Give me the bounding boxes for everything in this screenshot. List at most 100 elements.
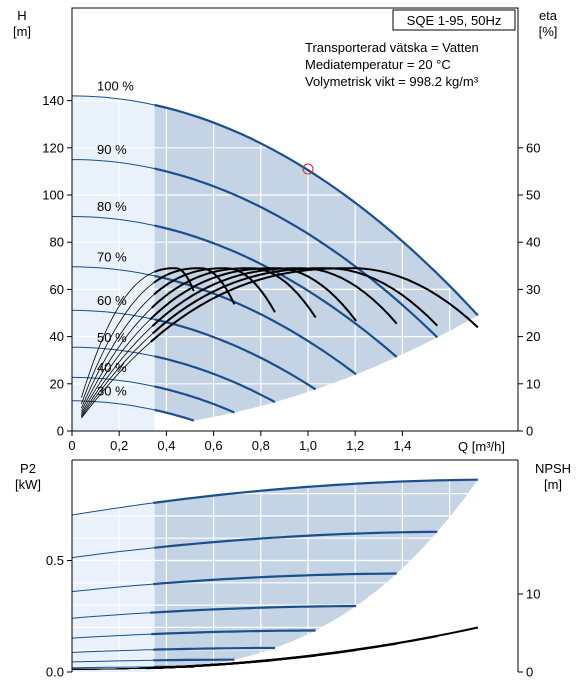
head-curve-60	[154, 318, 317, 391]
power-plot-ticks: 0.0 0.5 0 10	[46, 553, 541, 680]
power-curve-50	[153, 646, 275, 651]
head-plot-grid	[72, 8, 518, 431]
y2-tick-label: 40	[526, 235, 540, 250]
speed-label: 70 %	[97, 249, 127, 264]
x-tick-label: 0,8	[252, 438, 270, 453]
efficiency-curve-40	[153, 267, 236, 305]
power-curve-thin	[72, 583, 154, 593]
speed-labels: 100 % 90 % 80 % 70 % 60 % 50 % 40 % 30 %	[97, 79, 134, 399]
power-plot-grid	[72, 460, 518, 672]
y-tick-label: 100	[42, 188, 64, 203]
head-curve-100	[154, 103, 479, 317]
power-curve-100	[153, 478, 478, 504]
npsh-y-tick-label: 0	[526, 665, 533, 680]
y2-tick-label: 60	[526, 140, 540, 155]
info-line-density: Volymetrisk vikt = 998.2 kg/m³	[305, 74, 479, 89]
y2-tick-label: 20	[526, 329, 540, 344]
y-tick-label: 120	[42, 140, 64, 155]
duty-point-marker	[302, 163, 314, 175]
head-curve-thin	[72, 400, 155, 411]
head-curve-thin	[72, 309, 155, 320]
operating-region	[72, 95, 478, 431]
efficiency-curve-90	[151, 267, 439, 335]
efficiency-curve-thin	[81, 294, 155, 409]
x-tick-label: 0,6	[205, 438, 223, 453]
low-flow-region	[72, 95, 155, 431]
power-curve-80	[153, 572, 397, 586]
x-tick-label: 0,2	[110, 438, 128, 453]
eta-axis-label-unit: [%]	[539, 24, 558, 39]
speed-label: 90 %	[97, 142, 127, 157]
power-curve-60	[151, 629, 316, 636]
speed-label: 60 %	[97, 293, 127, 308]
power-plot: 0.0 0.5 0 10 P2 [kW] NPSH [m]	[15, 459, 571, 680]
power-curve-40	[153, 658, 235, 662]
y-tick-label: 40	[50, 329, 64, 344]
y-tick-label: 0	[57, 424, 64, 439]
head-curve-thin	[72, 266, 155, 277]
x-tick-label: 0	[68, 438, 75, 453]
speed-label: 40 %	[97, 360, 127, 375]
power-curve-thin	[72, 502, 154, 516]
npsh-curve-thin	[72, 667, 154, 670]
npsh-curves	[72, 626, 479, 670]
head-curve-30	[154, 408, 195, 422]
power-axis-label-top: P2	[20, 461, 36, 476]
y-tick-label: 80	[50, 235, 64, 250]
npsh-y-tick-label: 10	[526, 587, 540, 602]
head-curve-thin	[72, 159, 155, 170]
head-curve-thin	[72, 346, 155, 357]
npsh-axis-label-unit: [m]	[544, 477, 562, 492]
head-plot: 0 0,2 0,4 0,6 0,8 1,0 1,2 1,4020406080100120140…	[13, 7, 558, 454]
head-plot-frame	[71, 7, 519, 432]
power-operating-region-area	[154, 479, 478, 667]
y-tick-label: 20	[50, 376, 64, 391]
efficiency-curve-thin	[81, 271, 155, 398]
speed-label: 30 %	[97, 384, 127, 399]
x-tick-label: 1,2	[346, 438, 364, 453]
efficiency-curve-thin	[81, 325, 153, 416]
head-curve-90	[154, 167, 439, 339]
head-curve-thin	[72, 216, 155, 227]
operating-region-area	[154, 105, 478, 421]
flow-axis-label: Q [m³/h]	[458, 439, 505, 454]
head-curves	[72, 95, 479, 422]
head-plot-ticks: 0 0,2 0,4 0,6 0,8 1,0 1,2 1,4020406080100120140…	[42, 93, 540, 453]
speed-label: 50 %	[97, 330, 127, 345]
power-curve-90	[154, 530, 438, 549]
x-tick-label: 1,0	[299, 438, 317, 453]
power-curve-thin	[72, 547, 155, 559]
npsh-curve-30	[153, 665, 194, 669]
head-axis-label-unit: [m]	[13, 24, 31, 39]
efficiency-curve-thin	[81, 319, 151, 414]
head-curve-40	[154, 385, 235, 414]
efficiency-curve-50	[153, 267, 276, 313]
power-curve-70	[150, 604, 357, 614]
y2-tick-label: 30	[526, 282, 540, 297]
info-line-temperature: Mediatemperatur = 20 °C	[305, 57, 451, 72]
power-curve-thin	[72, 649, 154, 653]
head-curve-thin	[72, 95, 155, 106]
eta-axis-label-top: eta	[539, 8, 558, 23]
y2-tick-label: 50	[526, 188, 540, 203]
x-tick-label: 1,4	[393, 438, 411, 453]
head-curve-50	[154, 355, 276, 404]
head-axis-label-top: H	[17, 8, 26, 23]
y2-tick-label: 0	[526, 424, 533, 439]
efficiency-curve-thin	[81, 333, 153, 418]
npsh-axis-label-top: NPSH	[535, 461, 571, 476]
efficiency-curve-30	[154, 267, 195, 292]
power-curve-thin	[72, 666, 155, 669]
power-curve-thin	[72, 659, 154, 663]
x-tick-label: 0,4	[157, 438, 175, 453]
efficiency-curve-thin	[81, 282, 155, 404]
head-curve-70	[154, 274, 357, 376]
power-y-tick-label: 0.5	[46, 553, 64, 568]
speed-label: 100 %	[97, 79, 134, 94]
y-tick-label: 60	[50, 282, 64, 297]
speed-label: 80 %	[97, 199, 127, 214]
efficiency-curve-thin	[81, 307, 152, 412]
power-curve-thin	[72, 612, 151, 619]
info-line-fluid: Transporterad vätska = Vatten	[305, 40, 479, 55]
